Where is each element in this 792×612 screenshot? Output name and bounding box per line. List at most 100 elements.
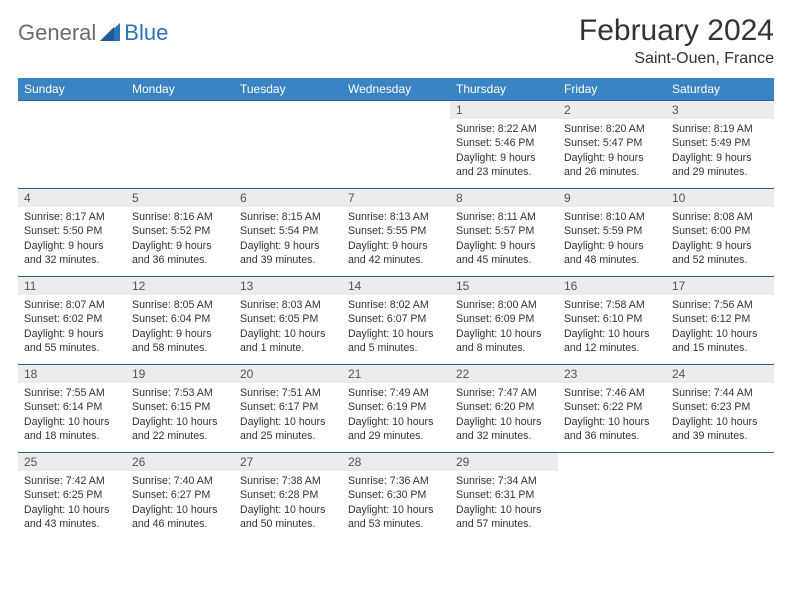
day-sunrise: Sunrise: 8:08 AM (672, 210, 768, 224)
day-day2: and 36 minutes. (564, 429, 660, 443)
day-day2: and 39 minutes. (240, 253, 336, 267)
day-day1: Daylight: 10 hours (240, 415, 336, 429)
day-sunset: Sunset: 5:57 PM (456, 224, 552, 238)
day-day1: Daylight: 9 hours (456, 239, 552, 253)
day-sunrise: Sunrise: 7:55 AM (24, 386, 120, 400)
calendar-cell: 12Sunrise: 8:05 AMSunset: 6:04 PMDayligh… (126, 277, 234, 365)
day-day1: Daylight: 10 hours (456, 415, 552, 429)
day-sunset: Sunset: 5:47 PM (564, 136, 660, 150)
day-details: Sunrise: 8:16 AMSunset: 5:52 PMDaylight:… (126, 207, 234, 271)
day-details: Sunrise: 7:38 AMSunset: 6:28 PMDaylight:… (234, 471, 342, 535)
day-day1: Daylight: 10 hours (456, 327, 552, 341)
day-sunrise: Sunrise: 8:13 AM (348, 210, 444, 224)
day-day1: Daylight: 9 hours (240, 239, 336, 253)
day-number: 19 (126, 365, 234, 383)
day-sunrise: Sunrise: 8:22 AM (456, 122, 552, 136)
calendar-cell: 25Sunrise: 7:42 AMSunset: 6:25 PMDayligh… (18, 453, 126, 541)
day-day2: and 25 minutes. (240, 429, 336, 443)
location-subtitle: Saint-Ouen, France (579, 50, 774, 68)
day-number: 27 (234, 453, 342, 471)
day-day2: and 23 minutes. (456, 165, 552, 179)
calendar-table: Sunday Monday Tuesday Wednesday Thursday… (18, 78, 774, 541)
calendar-cell: 13Sunrise: 8:03 AMSunset: 6:05 PMDayligh… (234, 277, 342, 365)
day-details: Sunrise: 8:15 AMSunset: 5:54 PMDaylight:… (234, 207, 342, 271)
day-day1: Daylight: 10 hours (24, 503, 120, 517)
day-number: 29 (450, 453, 558, 471)
day-number: 17 (666, 277, 774, 295)
day-day1: Daylight: 9 hours (564, 239, 660, 253)
day-sunrise: Sunrise: 7:34 AM (456, 474, 552, 488)
day-day2: and 5 minutes. (348, 341, 444, 355)
day-sunset: Sunset: 6:04 PM (132, 312, 228, 326)
day-sunrise: Sunrise: 7:51 AM (240, 386, 336, 400)
calendar-cell: 17Sunrise: 7:56 AMSunset: 6:12 PMDayligh… (666, 277, 774, 365)
calendar-cell: 3Sunrise: 8:19 AMSunset: 5:49 PMDaylight… (666, 101, 774, 189)
day-details: Sunrise: 7:53 AMSunset: 6:15 PMDaylight:… (126, 383, 234, 447)
day-sunset: Sunset: 5:54 PM (240, 224, 336, 238)
day-number: 24 (666, 365, 774, 383)
day-details: Sunrise: 7:56 AMSunset: 6:12 PMDaylight:… (666, 295, 774, 359)
day-sunrise: Sunrise: 7:42 AM (24, 474, 120, 488)
calendar-cell: 23Sunrise: 7:46 AMSunset: 6:22 PMDayligh… (558, 365, 666, 453)
calendar-cell: 28Sunrise: 7:36 AMSunset: 6:30 PMDayligh… (342, 453, 450, 541)
day-details: Sunrise: 7:49 AMSunset: 6:19 PMDaylight:… (342, 383, 450, 447)
day-day1: Daylight: 9 hours (24, 239, 120, 253)
day-sunset: Sunset: 6:19 PM (348, 400, 444, 414)
calendar-cell: 18Sunrise: 7:55 AMSunset: 6:14 PMDayligh… (18, 365, 126, 453)
day-number: 8 (450, 189, 558, 207)
day-day1: Daylight: 9 hours (672, 151, 768, 165)
day-header: Wednesday (342, 78, 450, 101)
day-number: 3 (666, 101, 774, 119)
day-sunrise: Sunrise: 8:16 AM (132, 210, 228, 224)
day-details: Sunrise: 8:08 AMSunset: 6:00 PMDaylight:… (666, 207, 774, 271)
day-day1: Daylight: 9 hours (132, 327, 228, 341)
title-block: February 2024 Saint-Ouen, France (579, 14, 774, 68)
day-details: Sunrise: 8:10 AMSunset: 5:59 PMDaylight:… (558, 207, 666, 271)
day-details: Sunrise: 7:42 AMSunset: 6:25 PMDaylight:… (18, 471, 126, 535)
calendar-cell: 29 Sunrise: 7:34 AMSunset: 6:31 PMDayligh… (450, 453, 558, 541)
day-header-row: Sunday Monday Tuesday Wednesday Thursday… (18, 78, 774, 101)
day-day1: Daylight: 10 hours (672, 327, 768, 341)
day-sunrise: Sunrise: 7:47 AM (456, 386, 552, 400)
day-day2: and 39 minutes. (672, 429, 768, 443)
day-day2: and 48 minutes. (564, 253, 660, 267)
day-sunrise: Sunrise: 7:58 AM (564, 298, 660, 312)
day-number: 28 (342, 453, 450, 471)
day-number: 26 (126, 453, 234, 471)
day-sunset: Sunset: 6:14 PM (24, 400, 120, 414)
day-day1: Daylight: 10 hours (564, 415, 660, 429)
day-number: 18 (18, 365, 126, 383)
day-day2: and 45 minutes. (456, 253, 552, 267)
day-header: Thursday (450, 78, 558, 101)
calendar-week-row: 25Sunrise: 7:42 AMSunset: 6:25 PMDayligh… (18, 453, 774, 541)
day-number: 1 (450, 101, 558, 119)
calendar-cell: 16Sunrise: 7:58 AMSunset: 6:10 PMDayligh… (558, 277, 666, 365)
day-sunset: Sunset: 6:31 PM (456, 488, 552, 502)
day-sunset: Sunset: 6:15 PM (132, 400, 228, 414)
day-day2: and 57 minutes. (456, 517, 552, 531)
day-day1: Daylight: 10 hours (132, 503, 228, 517)
calendar-cell: 7Sunrise: 8:13 AMSunset: 5:55 PMDaylight… (342, 189, 450, 277)
day-sunrise: Sunrise: 7:56 AM (672, 298, 768, 312)
day-number: 20 (234, 365, 342, 383)
calendar-cell: 20Sunrise: 7:51 AMSunset: 6:17 PMDayligh… (234, 365, 342, 453)
day-number: 6 (234, 189, 342, 207)
day-details: Sunrise: 7:58 AMSunset: 6:10 PMDaylight:… (558, 295, 666, 359)
calendar-cell: 6Sunrise: 8:15 AMSunset: 5:54 PMDaylight… (234, 189, 342, 277)
day-sunrise: Sunrise: 7:46 AM (564, 386, 660, 400)
day-details: Sunrise: 7:46 AMSunset: 6:22 PMDaylight:… (558, 383, 666, 447)
calendar-cell (234, 101, 342, 189)
day-header: Sunday (18, 78, 126, 101)
calendar-cell (558, 453, 666, 541)
day-number: 25 (18, 453, 126, 471)
day-number: 12 (126, 277, 234, 295)
calendar-cell: 19Sunrise: 7:53 AMSunset: 6:15 PMDayligh… (126, 365, 234, 453)
day-day1: Daylight: 9 hours (132, 239, 228, 253)
day-number: 15 (450, 277, 558, 295)
day-day1: Daylight: 10 hours (348, 327, 444, 341)
header: General Blue February 2024 Saint-Ouen, F… (18, 14, 774, 68)
day-day1: Daylight: 10 hours (456, 503, 552, 517)
day-details: Sunrise: 8:20 AMSunset: 5:47 PMDaylight:… (558, 119, 666, 183)
calendar-cell: 21Sunrise: 7:49 AMSunset: 6:19 PMDayligh… (342, 365, 450, 453)
day-sunrise: Sunrise: 8:17 AM (24, 210, 120, 224)
